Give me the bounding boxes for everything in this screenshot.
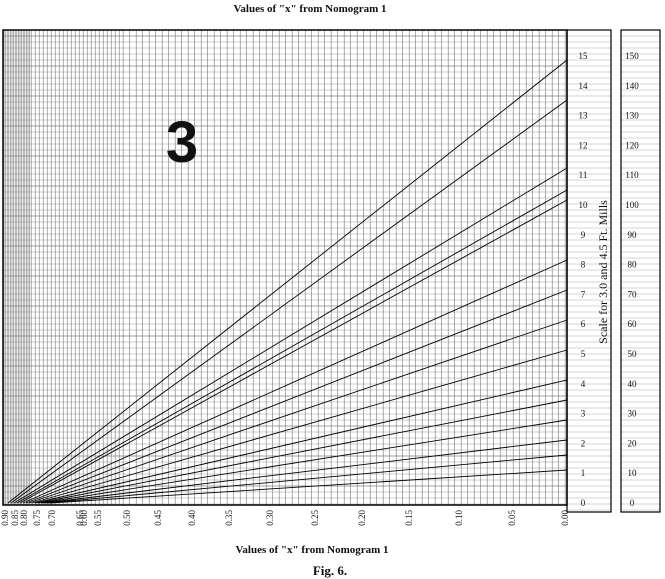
bottom-tick-label: 0.20 — [357, 510, 367, 526]
outer-scale-rail — [620, 29, 661, 513]
bottom-tick-label: 0.85 — [10, 510, 20, 526]
inner-scale-label: 11 — [579, 170, 588, 180]
grid — [3, 30, 660, 511]
bottom-tick-label: 0.70 — [47, 510, 57, 526]
outer-scale-label: 150 — [625, 51, 639, 61]
outer-scale-label: 140 — [625, 81, 639, 91]
inner-scale-label: 5 — [581, 349, 586, 359]
outer-scale-label: 50 — [628, 349, 638, 359]
inner-scale-label: 4 — [581, 379, 586, 389]
nomogram-lines — [7, 59, 568, 504]
caption: Fig. 6. — [313, 563, 347, 578]
outer-scale-label: 60 — [628, 319, 638, 329]
outer-scale-label: 90 — [628, 230, 638, 240]
inner-scale-label: 2 — [581, 438, 586, 448]
inner-scale-label: 0 — [581, 498, 586, 508]
outer-scale-label: 40 — [628, 379, 638, 389]
figure-number: 3 — [166, 110, 198, 175]
inner-scale-label: 12 — [579, 140, 588, 150]
inner-scale-label: 3 — [581, 409, 586, 419]
top-label: Values of "x" from Nomogram 1 — [233, 3, 386, 15]
inner-scale-label: 7 — [581, 289, 586, 299]
bottom-tick-label: 0.65 — [75, 510, 85, 526]
fan-line — [40, 419, 568, 504]
inner-scale-label: 1 — [581, 468, 586, 478]
inner-scale-rail — [566, 29, 612, 513]
fan-line — [49, 469, 568, 504]
fan-line — [7, 59, 568, 504]
bottom-tick-label: 0.05 — [507, 510, 517, 526]
bottom-tick-label: 0.45 — [153, 510, 163, 526]
fan-line — [19, 199, 568, 504]
inner-scale-label: 8 — [581, 260, 586, 270]
outer-scale-label: 20 — [628, 438, 638, 448]
outer-scale-label: 110 — [625, 170, 639, 180]
ticks: 0123456789101112131415010203040506070809… — [0, 51, 639, 526]
fan-line — [22, 259, 568, 504]
bottom-tick-label: 0.30 — [265, 510, 275, 526]
outer-scale-label: 130 — [625, 111, 639, 121]
inner-scale-label: 15 — [579, 51, 589, 61]
outer-scale-label: 0 — [630, 498, 635, 508]
bottom-label: Values of "x" from Nomogram 1 — [235, 544, 388, 556]
inner-scale-label: 14 — [579, 81, 589, 91]
bottom-tick-label: 0.15 — [404, 510, 414, 526]
bottom-tick-label: 0.35 — [224, 510, 234, 526]
inner-scale-label: 13 — [579, 111, 589, 121]
bottom-tick-label: 0.50 — [122, 510, 132, 526]
bottom-tick-label: 0.90 — [0, 510, 10, 526]
inner-scale-label: 9 — [581, 230, 586, 240]
outer-scale-label: 70 — [628, 289, 638, 299]
fan-line — [16, 189, 568, 504]
fan-line — [37, 399, 568, 504]
fan-line — [43, 439, 568, 504]
fan-line — [25, 289, 568, 504]
outer-scale-label: 80 — [628, 260, 638, 270]
fan-line — [46, 454, 568, 504]
bottom-tick-label: 0.55 — [93, 510, 103, 526]
inner-scale-label: 10 — [579, 200, 589, 210]
bottom-tick-label: 0.60 — [79, 510, 89, 526]
fan-line — [28, 319, 568, 504]
outer-scale-label: 100 — [625, 200, 639, 210]
bottom-tick-label: 0.40 — [187, 510, 197, 526]
bottom-tick-label: 0.80 — [19, 510, 29, 526]
bottom-tick-label: 0.25 — [310, 510, 320, 526]
fan-line — [34, 379, 568, 504]
inner-scale-label: 6 — [581, 319, 586, 329]
outer-scale-label: 30 — [628, 409, 638, 419]
right-scale-title: Scale for 3.0 and 4.5 Ft. Mills — [596, 200, 610, 344]
bottom-tick-label: 0.00 — [560, 510, 570, 526]
fan-line — [10, 99, 568, 504]
outer-scale-label: 10 — [628, 468, 638, 478]
bottom-tick-label: 0.10 — [454, 510, 464, 526]
outer-scale-label: 120 — [625, 140, 639, 150]
fan-line — [13, 167, 568, 504]
fan-line — [31, 349, 568, 504]
bottom-tick-label: 0.75 — [32, 510, 42, 526]
